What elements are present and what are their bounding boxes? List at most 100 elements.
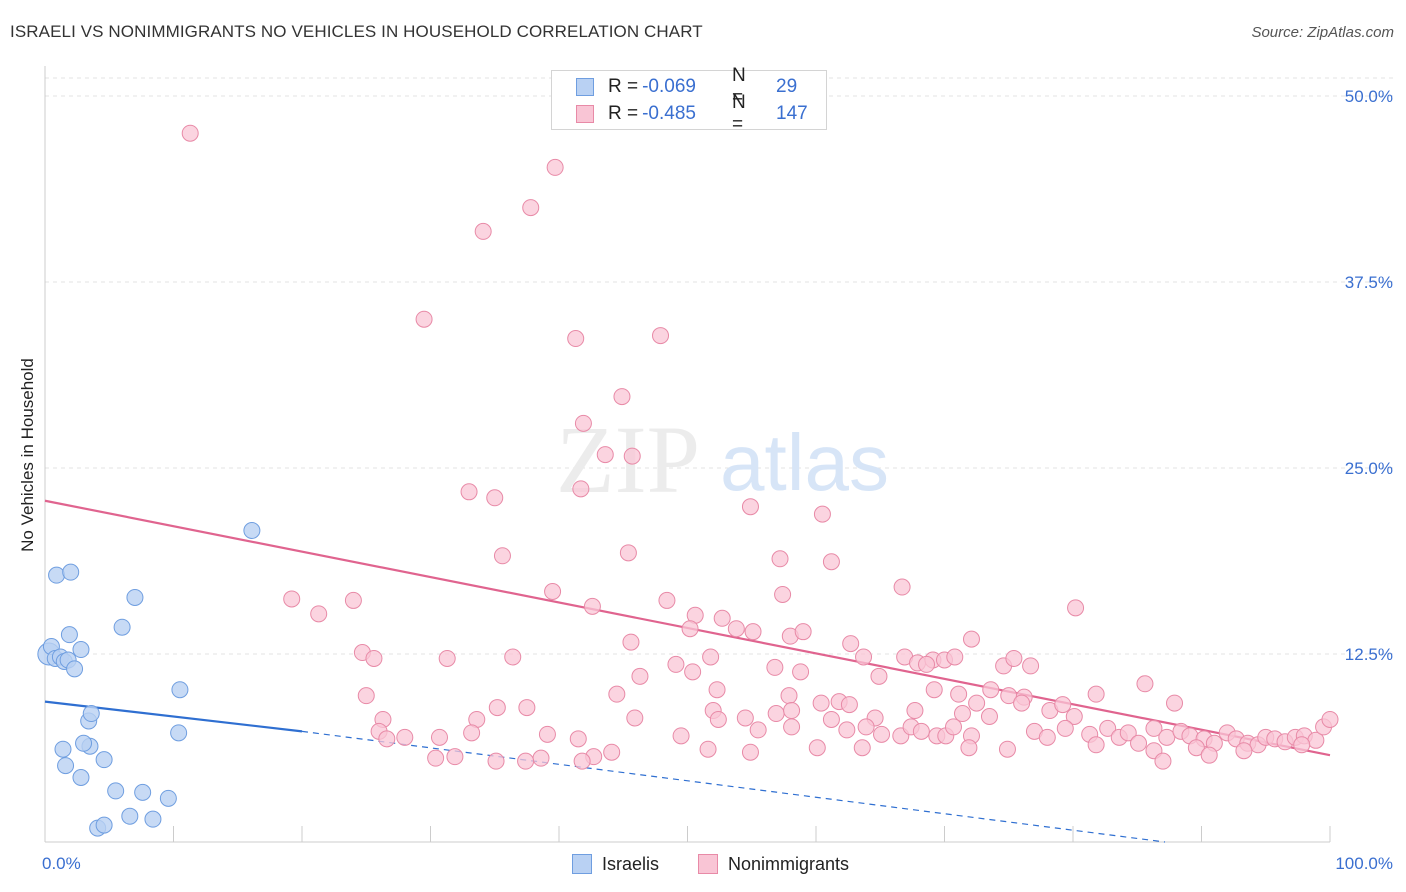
nonimmigrants-point — [667, 655, 685, 673]
nonimmigrants-point — [619, 544, 637, 562]
nonimmigrants-point — [713, 609, 731, 627]
nonimmigrants-point — [572, 480, 590, 498]
nonimmigrants-point — [672, 727, 690, 745]
israelis-point — [243, 521, 261, 539]
nonimmigrants-point — [968, 694, 986, 712]
nonimmigrants-point — [702, 648, 720, 666]
nonimmigrants-point — [658, 591, 676, 609]
nonimmigrants-point — [794, 623, 812, 641]
israelis-point — [60, 626, 78, 644]
nonimmigrants-point — [1145, 719, 1163, 737]
nonimmigrants-point — [626, 709, 644, 727]
nonimmigrants-point — [622, 633, 640, 651]
grid-lines — [45, 77, 1394, 655]
nonimmigrants-point — [982, 681, 1000, 699]
nonimmigrants-point — [780, 687, 798, 705]
nonimmigrants-point — [583, 597, 601, 615]
y-tick-label: 50.0% — [1345, 87, 1393, 106]
nonimmigrants-point — [870, 667, 888, 685]
nonimmigrants-point — [596, 446, 614, 464]
nonimmigrants-point — [517, 752, 535, 770]
nonimmigrants-point — [822, 710, 840, 728]
nonimmigrants-point — [1022, 657, 1040, 675]
israelis-point — [66, 660, 84, 678]
nonimmigrants-point — [727, 620, 745, 638]
x-tick-label: 100.0% — [1335, 854, 1393, 873]
nonimmigrants-point — [1154, 752, 1172, 770]
nonimmigrants-point — [1054, 696, 1072, 714]
nonimmigrants-point — [1087, 736, 1105, 754]
nonimmigrants-point — [365, 649, 383, 667]
nonimmigrants-point — [812, 694, 830, 712]
n-value: 29 — [776, 76, 798, 97]
nonimmigrants-point — [744, 623, 762, 641]
israelis-points — [37, 521, 261, 837]
nonimmigrants-point — [842, 635, 860, 653]
nonimmigrants-point — [1065, 707, 1083, 725]
nonimmigrants-point — [603, 743, 621, 761]
chart-title: ISRAELI VS NONIMMIGRANTS NO VEHICLES IN … — [10, 22, 703, 41]
nonimmigrants-point — [427, 749, 445, 767]
nonimmigrants-point — [613, 388, 631, 406]
nonimmigrants-point — [378, 730, 396, 748]
israelis-point — [54, 740, 72, 758]
nonimmigrants-points — [181, 124, 1339, 770]
israelis-point — [75, 734, 93, 752]
israelis-point — [159, 789, 177, 807]
nonimmigrants-point — [912, 722, 930, 740]
nonimmigrants-point — [522, 199, 540, 217]
nonimmigrants-point — [430, 728, 448, 746]
nonimmigrants-point — [960, 739, 978, 757]
nonimmigrants-point — [946, 648, 964, 666]
y-tick-label: 25.0% — [1345, 459, 1393, 478]
y-axis-label: No Vehicles in Household — [18, 358, 37, 552]
israelis-point — [121, 807, 139, 825]
r-value: -0.485 — [642, 103, 696, 124]
nonimmigrants-point — [1200, 746, 1218, 764]
nonimmigrants-point — [1119, 724, 1137, 742]
nonimmigrants-point — [699, 740, 717, 758]
tick-labels: 12.5% 25.0% 37.5% 50.0% 0.0% 100.0% — [42, 87, 1393, 873]
nonimmigrants-label: Nonimmigrants — [728, 853, 850, 874]
israelis-point — [171, 681, 189, 699]
israelis-point — [48, 566, 66, 584]
israelis-point — [107, 782, 125, 800]
nonimmigrants-point — [708, 681, 726, 699]
nonimmigrants-point — [736, 709, 754, 727]
nonimmigrants-point — [808, 739, 826, 757]
nonimmigrants-point — [980, 707, 998, 725]
n-label: N = — [732, 92, 746, 135]
nonimmigrants-point — [1293, 736, 1311, 754]
israelis-point — [95, 751, 113, 769]
nonimmigrants-point — [840, 696, 858, 714]
nonimmigrants-point — [1187, 739, 1205, 757]
nonimmigrants-point — [855, 648, 873, 666]
nonimmigrants-point — [783, 718, 801, 736]
nonimmigrants-point — [486, 489, 504, 507]
nonimmigrants-point — [415, 310, 433, 328]
nonimmigrants-point — [310, 605, 328, 623]
nonimmigrants-point — [504, 648, 522, 666]
israelis-label: Israelis — [602, 853, 660, 874]
nonimmigrants-point — [1087, 685, 1105, 703]
nonimmigrants-point — [1038, 728, 1056, 746]
nonimmigrants-point — [822, 553, 840, 571]
zipatlas-watermark: ZIP atlas — [556, 406, 889, 513]
nonimmigrants-point — [493, 547, 511, 565]
nonimmigrants-point — [1130, 734, 1148, 752]
nonimmigrants-point — [474, 222, 492, 240]
nonimmigrants-point — [925, 681, 943, 699]
nonimmigrants-point — [438, 649, 456, 667]
nonimmigrants-point — [518, 699, 536, 717]
nonimmigrants-point — [283, 590, 301, 608]
nonimmigrants-point — [962, 630, 980, 648]
israelis-point — [82, 705, 100, 723]
legend-row-nonimmigrants: R = -0.485 N = 147 — [576, 92, 808, 135]
nonimmigrants-point — [1067, 599, 1085, 617]
nonimmigrants-point — [623, 447, 641, 465]
israelis-point — [126, 588, 144, 606]
israelis-point — [72, 769, 90, 787]
israelis-point — [134, 783, 152, 801]
nonimmigrants-point — [569, 730, 587, 748]
